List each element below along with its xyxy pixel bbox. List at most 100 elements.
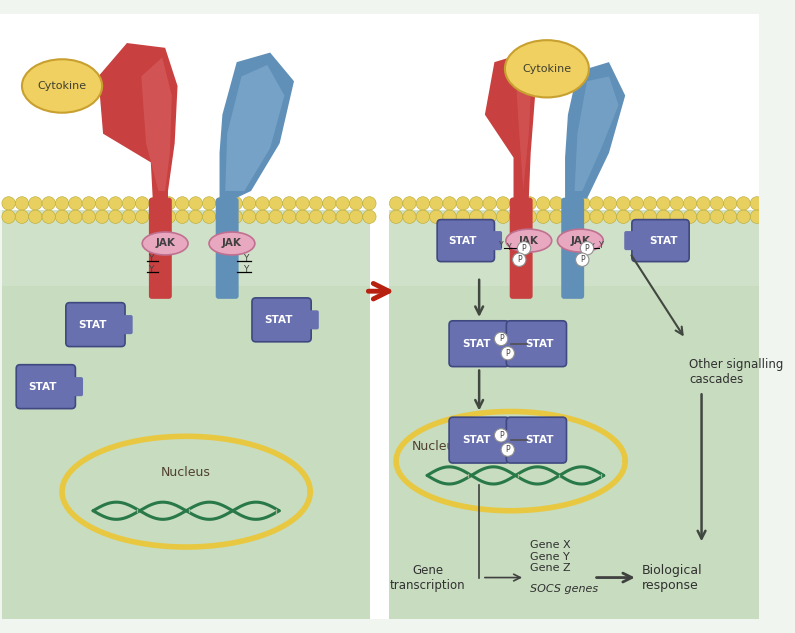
Circle shape <box>203 197 215 210</box>
Circle shape <box>336 210 349 223</box>
Circle shape <box>68 210 82 223</box>
Circle shape <box>657 197 670 210</box>
Text: Gene
transcription: Gene transcription <box>390 563 465 592</box>
Circle shape <box>122 210 135 223</box>
Circle shape <box>523 197 537 210</box>
Text: STAT: STAT <box>29 382 57 392</box>
Circle shape <box>270 210 282 223</box>
Circle shape <box>501 443 514 456</box>
Circle shape <box>537 210 550 223</box>
Circle shape <box>710 197 723 210</box>
Text: STAT: STAT <box>525 339 553 349</box>
Circle shape <box>176 197 189 210</box>
FancyBboxPatch shape <box>449 417 510 463</box>
Text: STAT: STAT <box>448 235 477 246</box>
Text: Y: Y <box>507 243 512 252</box>
Text: P: P <box>506 349 510 358</box>
Circle shape <box>363 197 376 210</box>
Circle shape <box>550 210 563 223</box>
Circle shape <box>309 197 323 210</box>
Text: STAT: STAT <box>650 235 677 246</box>
Circle shape <box>710 210 723 223</box>
Circle shape <box>723 197 737 210</box>
Circle shape <box>518 242 531 255</box>
Text: Y: Y <box>499 241 504 250</box>
Circle shape <box>684 197 696 210</box>
Circle shape <box>494 429 508 442</box>
Circle shape <box>470 210 483 223</box>
Bar <box>390 210 758 618</box>
Circle shape <box>256 210 270 223</box>
FancyBboxPatch shape <box>304 310 319 329</box>
FancyBboxPatch shape <box>118 315 133 334</box>
Polygon shape <box>517 77 531 191</box>
Text: STAT: STAT <box>525 435 553 445</box>
FancyBboxPatch shape <box>487 231 502 250</box>
Text: Y: Y <box>589 243 594 252</box>
Text: P: P <box>498 431 503 440</box>
Circle shape <box>494 332 508 346</box>
Text: JAK: JAK <box>570 235 590 246</box>
Circle shape <box>309 210 323 223</box>
FancyBboxPatch shape <box>502 334 517 353</box>
Text: P: P <box>517 255 522 264</box>
Circle shape <box>657 210 670 223</box>
Circle shape <box>282 210 296 223</box>
Text: STAT: STAT <box>79 320 107 330</box>
Circle shape <box>576 210 590 223</box>
Circle shape <box>456 197 470 210</box>
Circle shape <box>670 197 684 210</box>
Text: Cytokine: Cytokine <box>37 81 87 91</box>
Circle shape <box>750 210 763 223</box>
Circle shape <box>510 210 523 223</box>
Circle shape <box>15 197 29 210</box>
FancyBboxPatch shape <box>561 197 584 299</box>
Circle shape <box>256 197 270 210</box>
Circle shape <box>215 197 229 210</box>
Circle shape <box>270 197 282 210</box>
FancyBboxPatch shape <box>510 197 533 299</box>
Circle shape <box>470 197 483 210</box>
Text: JAK: JAK <box>519 235 539 246</box>
FancyBboxPatch shape <box>437 220 494 261</box>
Circle shape <box>510 197 523 210</box>
Circle shape <box>2 197 15 210</box>
Circle shape <box>483 210 496 223</box>
Circle shape <box>149 210 162 223</box>
Circle shape <box>501 346 514 360</box>
Circle shape <box>513 253 526 266</box>
Polygon shape <box>565 62 625 199</box>
Circle shape <box>215 210 229 223</box>
Text: Y: Y <box>599 241 604 250</box>
Circle shape <box>429 210 443 223</box>
Bar <box>2 210 370 618</box>
Text: Biological
response: Biological response <box>642 563 702 592</box>
Circle shape <box>750 197 763 210</box>
FancyBboxPatch shape <box>498 334 514 353</box>
Text: STAT: STAT <box>265 315 293 325</box>
Circle shape <box>229 197 242 210</box>
Circle shape <box>416 210 429 223</box>
Text: STAT: STAT <box>462 339 491 349</box>
Polygon shape <box>485 53 536 199</box>
Circle shape <box>523 210 537 223</box>
Circle shape <box>590 210 603 223</box>
Circle shape <box>580 242 594 255</box>
Circle shape <box>162 197 176 210</box>
Circle shape <box>537 197 550 210</box>
Circle shape <box>135 210 149 223</box>
Ellipse shape <box>209 232 255 255</box>
Circle shape <box>429 197 443 210</box>
Circle shape <box>496 197 510 210</box>
Circle shape <box>42 210 56 223</box>
Text: Y: Y <box>148 254 153 263</box>
Ellipse shape <box>506 229 552 252</box>
Circle shape <box>29 197 42 210</box>
Circle shape <box>56 210 68 223</box>
Circle shape <box>630 197 643 210</box>
Text: P: P <box>580 255 584 264</box>
Circle shape <box>550 197 563 210</box>
Circle shape <box>349 197 363 210</box>
Circle shape <box>563 210 576 223</box>
Circle shape <box>29 210 42 223</box>
